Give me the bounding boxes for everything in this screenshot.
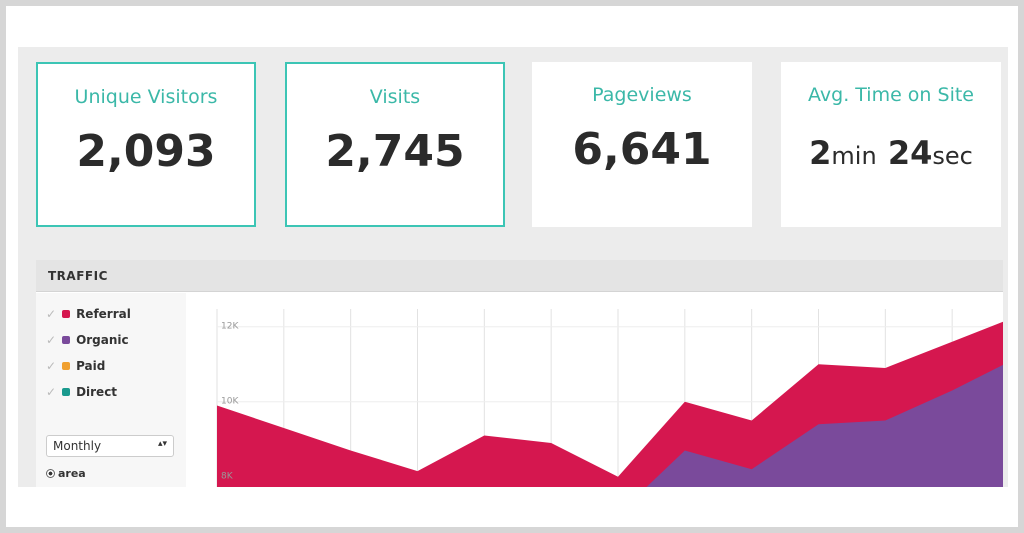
stat-label: Pageviews (592, 84, 692, 106)
legend-label: Referral (76, 307, 131, 321)
dashboard: Unique Visitors 2,093 Visits 2,745 Pagev… (18, 47, 1008, 487)
check-icon: ✓ (46, 333, 57, 347)
legend-swatch (62, 388, 71, 396)
stat-card[interactable]: Visits 2,745 (285, 62, 505, 227)
legend-swatch (62, 362, 71, 370)
stat-label: Visits (369, 86, 421, 108)
stat-unit: sec (932, 142, 973, 170)
select-value: Monthly (53, 439, 102, 453)
radio-area[interactable]: area (46, 467, 86, 480)
check-icon: ✓ (46, 385, 57, 399)
stat-card[interactable]: Unique Visitors 2,093 (36, 62, 256, 227)
radio-line[interactable]: line (46, 485, 81, 487)
check-icon: ✓ (46, 359, 57, 373)
sidebar: Monthly ▴▾ area line ✓ Referral ✓ Organic ✓ Pa… (36, 293, 186, 487)
panel-title: TRAFFIC (36, 260, 1003, 292)
legend-label: Organic (76, 333, 129, 347)
stat-value: 2,745 (325, 126, 465, 177)
legend-label: Direct (76, 385, 118, 399)
stat-value: 2,093 (76, 126, 216, 177)
area (646, 364, 1003, 487)
stat-value: 2min 24sec (781, 134, 1001, 172)
check-icon: ✓ (46, 307, 57, 321)
radio-label: area (58, 467, 86, 480)
stat-part: 24 (887, 134, 933, 172)
stat-value: 6,641 (572, 124, 712, 175)
traffic-panel: TRAFFIC Monthly ▴▾ area line ✓ Referral ✓ Or… (36, 260, 1003, 487)
legend-swatch (62, 310, 71, 318)
stat-label: Avg. Time on Site (808, 84, 974, 106)
y-tick-label: 8K (221, 471, 234, 481)
stat-label: Unique Visitors (74, 86, 218, 108)
stat-part: 2 (809, 134, 832, 172)
legend-item[interactable]: ✓ Organic (46, 333, 129, 349)
interval-select[interactable]: Monthly ▴▾ (46, 435, 174, 457)
legend-item[interactable]: ✓ Paid (46, 359, 105, 375)
plot (216, 309, 1003, 487)
radio-dot (46, 469, 55, 478)
y-tick-label: 10K (221, 396, 239, 406)
stat-unit: min (831, 142, 877, 170)
radio-label: line (58, 485, 81, 487)
stat-card[interactable]: Avg. Time on Site 2min 24sec (781, 62, 1001, 227)
select-arrow: ▴▾ (157, 439, 167, 449)
legend-label: Paid (76, 359, 106, 373)
stat-card[interactable]: Pageviews 6,641 (532, 62, 752, 227)
legend-swatch (62, 336, 71, 344)
legend-item[interactable]: ✓ Direct (46, 385, 117, 401)
chart: 8K 10K 12K (216, 309, 1003, 487)
y-tick-label: 12K (221, 321, 239, 331)
legend-item[interactable]: ✓ Referral (46, 307, 131, 323)
